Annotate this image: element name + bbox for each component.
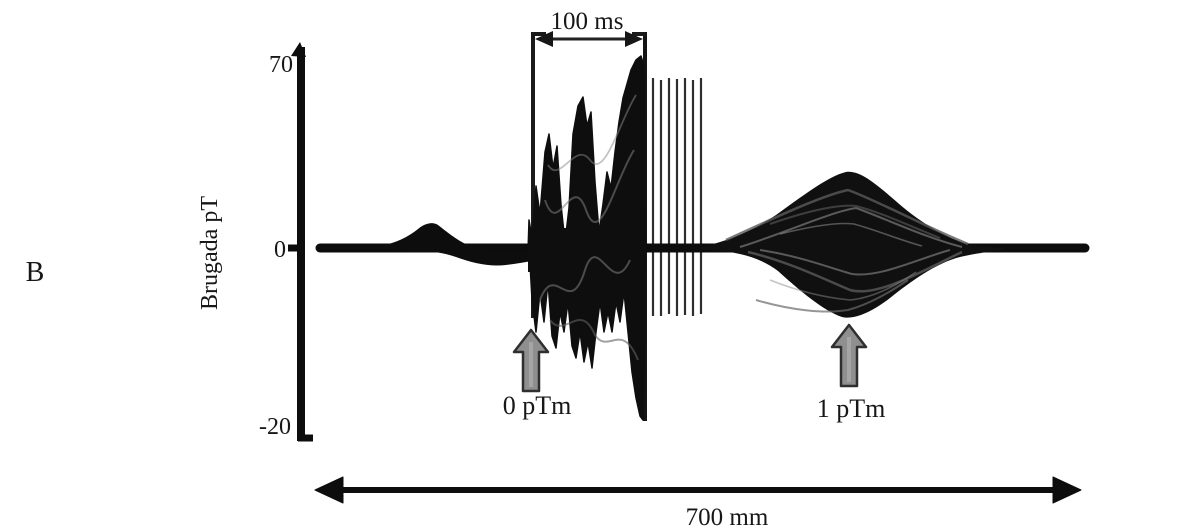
p-wave-bundle — [380, 223, 558, 266]
y-axis: 70 0 -20 Brugada pT — [197, 42, 313, 442]
t-wave-bundle — [701, 171, 1004, 318]
interval-arrow-left-head-icon — [535, 31, 553, 47]
marker-one-ptm: 1 pTm — [817, 323, 886, 423]
interval-label: 100 ms — [551, 8, 624, 35]
panel-label: B — [26, 257, 45, 288]
t-wave-texture-streaks — [725, 188, 969, 313]
y-tick-0: 0 — [274, 237, 286, 263]
horizontal-scale: 700 mm — [314, 476, 1082, 530]
scale-arrow-left-head-icon — [314, 476, 344, 504]
interval-arrow-right-head-icon — [625, 31, 643, 47]
marker-zero-ptm: 0 pTm — [503, 328, 572, 420]
qrs-upper-spikes — [527, 55, 646, 253]
y-axis-title: Brugada pT — [197, 196, 223, 310]
y-tick-70: 70 — [269, 52, 293, 78]
t-wave-envelope — [701, 171, 1004, 318]
scale-label: 700 mm — [686, 504, 769, 530]
qrs-lower-spikes — [528, 244, 646, 421]
qrs-texture-streaks — [539, 94, 639, 361]
scale-arrow-right-head-icon — [1052, 476, 1082, 504]
qrs-complex-bundle — [527, 55, 646, 421]
marker-zero-label: 0 pTm — [503, 391, 572, 420]
marker-one-label: 1 pTm — [817, 394, 886, 423]
channel-separator-lines — [651, 78, 703, 316]
y-tick-neg20: -20 — [259, 414, 291, 440]
y-axis-top-serif — [291, 42, 306, 57]
